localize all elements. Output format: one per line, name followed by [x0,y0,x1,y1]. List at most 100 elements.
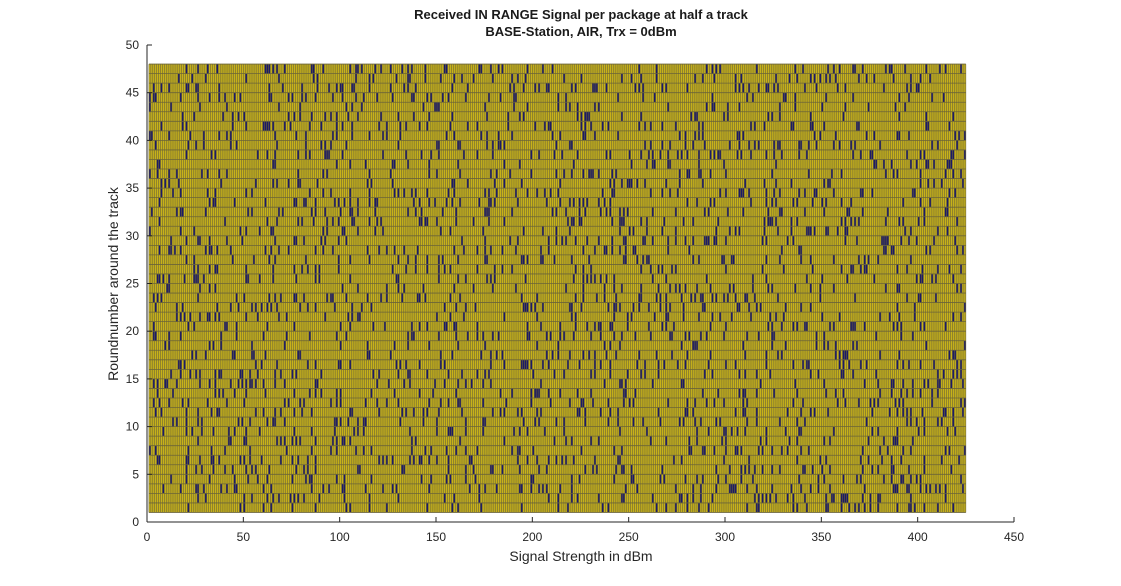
heatmap-cell [160,83,163,93]
heatmap-cell [827,340,830,351]
heatmap-cell [628,397,631,408]
heatmap-cell [447,464,450,475]
heatmap-cell [622,493,625,503]
heatmap-cell [505,397,508,408]
heatmap-cell [343,436,346,446]
heatmap-cell [711,92,714,103]
heatmap-cell [667,312,670,322]
heatmap-cell [299,397,302,408]
heatmap-cell [744,293,747,303]
heatmap-cell [863,378,866,389]
heatmap-cell [798,149,801,160]
heatmap-cell [944,64,947,74]
heatmap-cell [832,188,835,198]
heatmap-cell [960,369,962,379]
heatmap-cell [376,397,379,408]
heatmap-cell [414,436,417,446]
heatmap-cell [224,445,226,456]
heatmap-cell [890,464,893,475]
heatmap-cell [805,273,808,284]
heatmap-cell [609,207,612,217]
heatmap-cell [617,455,620,465]
heatmap-cell [551,350,554,360]
heatmap-cell [547,83,550,93]
heatmap-cell [331,245,334,255]
heatmap-cell [630,159,633,170]
heatmap-cell [168,130,171,141]
heatmap-cell [436,417,438,427]
heatmap-cell [919,388,922,398]
heatmap-cell [349,64,352,74]
heatmap-cell [347,417,350,427]
heatmap-cell [803,493,806,503]
heatmap-cell [276,64,279,74]
heatmap-cell [462,245,465,255]
heatmap-cell [961,178,964,189]
heatmap-cell [351,216,354,227]
heatmap-cell [357,207,359,217]
heatmap-cell [468,483,471,494]
heatmap-cell [811,197,814,208]
heatmap-cell [832,254,835,265]
heatmap-cell [357,283,359,294]
heatmap-cell [179,226,182,236]
heatmap-cell [193,226,196,236]
heatmap-cell [815,188,818,198]
heatmap-cell [840,264,843,274]
heatmap-cell [661,264,664,274]
heatmap-cell [520,407,523,418]
heatmap-cell [443,64,446,74]
heatmap-cell [326,169,329,179]
heatmap-cell [530,397,533,408]
heatmap-cell [638,83,641,93]
heatmap-cell [339,417,342,427]
heatmap-cell [541,226,544,236]
heatmap-cell [276,359,279,370]
heatmap-cell [549,121,552,131]
heatmap-cell [278,245,280,255]
heatmap-cell [403,188,406,198]
heatmap-cell [805,321,808,332]
heatmap-cell [611,245,614,255]
heatmap-cell [445,130,448,141]
heatmap-cell [688,436,691,446]
heatmap-cell [896,359,899,370]
heatmap-cell [701,121,704,131]
heatmap-cell [609,178,612,189]
heatmap-cell [813,188,816,198]
heatmap-cell [295,273,298,284]
heatmap-cell [225,130,228,141]
heatmap-cell [480,502,483,513]
heatmap-cell [896,302,899,313]
heatmap-cell [827,178,830,189]
heatmap-cell [447,369,450,379]
heatmap-cell [170,102,173,112]
heatmap-cell [802,464,804,475]
heatmap-cell [950,464,953,475]
heatmap-cell [181,302,184,313]
heatmap-cell [488,188,490,198]
heatmap-cell [819,130,822,141]
heatmap-cell [245,121,248,131]
heatmap-cell [854,502,857,513]
heatmap-cell [732,254,735,265]
heatmap-cell [310,111,313,122]
heatmap-cell [725,169,727,179]
heatmap-cell [389,169,392,179]
heatmap-cell [380,293,383,303]
heatmap-cell [331,436,334,446]
heatmap-cell [407,73,410,84]
heatmap-cell [607,121,610,131]
heatmap-cell [954,130,957,141]
heatmap-cell [395,73,398,84]
heatmap-cell [200,464,203,475]
heatmap-cell [750,121,752,131]
heatmap-cell [204,245,207,255]
heatmap-cell [879,388,882,398]
heatmap-cell [362,445,365,456]
heatmap-cell [522,417,525,427]
heatmap-cell [549,331,552,341]
heatmap-cell [723,397,725,408]
heatmap-cell [187,502,190,513]
